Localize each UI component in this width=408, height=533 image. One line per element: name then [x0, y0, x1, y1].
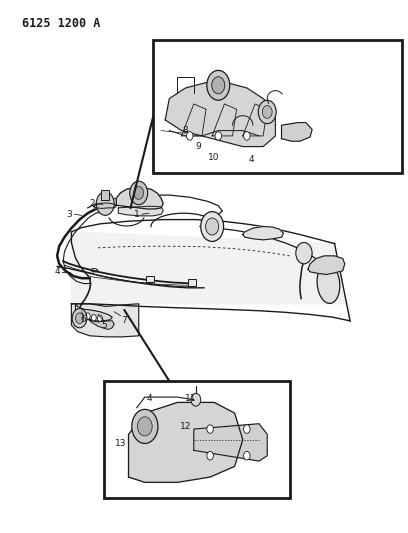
Polygon shape	[116, 188, 163, 209]
Polygon shape	[88, 319, 114, 329]
Circle shape	[85, 313, 90, 319]
Circle shape	[130, 181, 148, 205]
Circle shape	[91, 314, 96, 321]
Polygon shape	[243, 227, 284, 240]
Text: 9: 9	[195, 142, 201, 150]
Text: 4: 4	[54, 268, 60, 276]
Polygon shape	[165, 83, 275, 147]
Circle shape	[215, 132, 222, 140]
Text: 6125 1200 A: 6125 1200 A	[22, 17, 101, 30]
Text: 6: 6	[81, 316, 86, 324]
Text: 11: 11	[185, 394, 197, 402]
Circle shape	[134, 187, 144, 199]
Circle shape	[137, 417, 152, 436]
Circle shape	[207, 451, 213, 460]
Bar	[153, 40, 402, 173]
Circle shape	[186, 132, 193, 140]
Circle shape	[244, 451, 250, 460]
Circle shape	[79, 310, 84, 317]
Circle shape	[201, 212, 224, 241]
Circle shape	[207, 70, 230, 100]
Circle shape	[191, 393, 201, 406]
Polygon shape	[71, 304, 139, 337]
Circle shape	[244, 132, 250, 140]
Polygon shape	[194, 424, 267, 461]
Circle shape	[75, 313, 84, 324]
Text: 3: 3	[67, 210, 72, 219]
Bar	[104, 381, 290, 498]
Circle shape	[244, 425, 250, 433]
Circle shape	[96, 192, 114, 215]
Circle shape	[206, 218, 219, 235]
Text: 13: 13	[115, 439, 126, 448]
Circle shape	[207, 425, 213, 433]
Polygon shape	[71, 232, 350, 321]
Text: 5: 5	[101, 321, 107, 329]
Bar	[188, 279, 196, 286]
Polygon shape	[282, 123, 312, 141]
Text: 4: 4	[248, 156, 254, 164]
Text: 8: 8	[183, 126, 188, 135]
Bar	[101, 190, 109, 200]
Polygon shape	[94, 203, 116, 208]
Circle shape	[296, 243, 312, 264]
Text: 4: 4	[146, 394, 152, 402]
Text: 7: 7	[122, 317, 127, 325]
Polygon shape	[75, 304, 112, 321]
Circle shape	[262, 106, 272, 118]
Text: 2: 2	[89, 199, 95, 208]
Circle shape	[72, 309, 87, 328]
Circle shape	[212, 77, 225, 94]
Text: 12: 12	[180, 422, 191, 431]
Polygon shape	[118, 206, 163, 216]
Bar	[146, 276, 154, 282]
Circle shape	[98, 315, 102, 321]
Ellipse shape	[317, 264, 340, 303]
Polygon shape	[308, 256, 345, 274]
Circle shape	[132, 409, 158, 443]
Text: 1: 1	[134, 210, 140, 219]
Circle shape	[258, 100, 276, 124]
Polygon shape	[129, 402, 243, 482]
Text: 10: 10	[208, 153, 220, 161]
